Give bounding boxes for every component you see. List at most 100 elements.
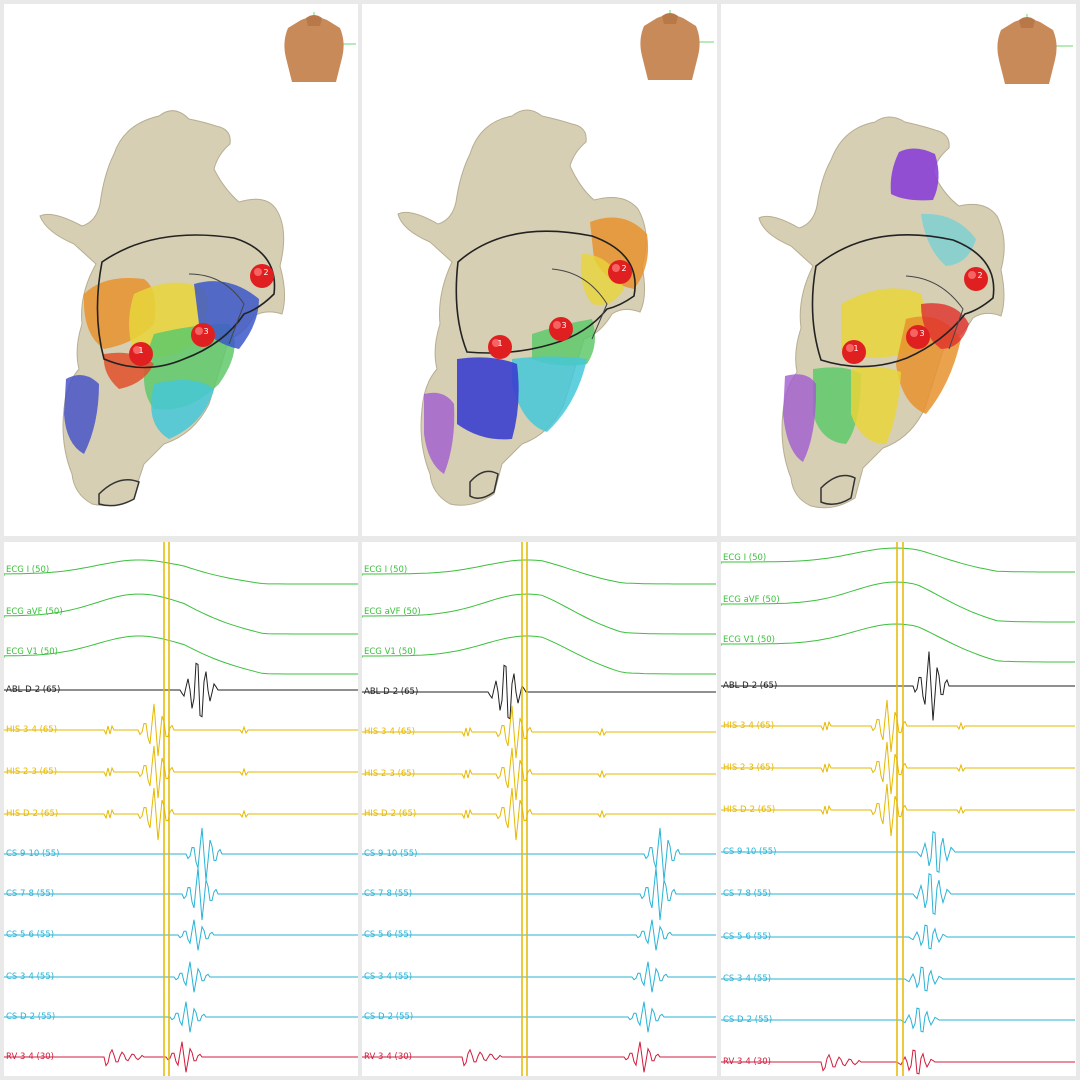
egm-trace-10 xyxy=(4,961,358,993)
egm-channel-label: CS 7-8 (55) xyxy=(364,889,412,899)
egm-trace-12 xyxy=(4,1041,358,1073)
egm-channel-label: RV 3-4 (30) xyxy=(6,1052,54,1062)
torso-orientation-icon[interactable] xyxy=(997,14,1073,84)
egm-trace-1 xyxy=(362,593,716,635)
egm-channel-label: ECG aVF (50) xyxy=(6,607,63,617)
svg-text:2: 2 xyxy=(977,271,982,280)
egm-channel-label: CS 9-10 (55) xyxy=(6,849,59,859)
activation-region-yellow xyxy=(580,254,624,305)
egm-trace-3 xyxy=(721,651,1075,721)
egm-channel-label: ECG I (50) xyxy=(364,565,407,575)
egm-channel-label: CS 9-10 (55) xyxy=(723,847,776,857)
activation-region-purple-top xyxy=(890,148,939,201)
egm-channel-label: HIS D-2 (65) xyxy=(6,809,58,819)
egm-trace-6 xyxy=(4,787,358,841)
egm-trace-7 xyxy=(4,827,358,881)
activation-region-blue xyxy=(457,357,519,440)
egm-channel-label: ECG I (50) xyxy=(6,565,49,575)
egm-trace-11 xyxy=(4,1001,358,1033)
egm-trace-7 xyxy=(721,831,1075,873)
egm-channel-label: CS 7-8 (55) xyxy=(6,889,54,899)
activation-region-purple xyxy=(783,374,817,462)
egm-channel-label: CS 3-4 (55) xyxy=(723,974,771,984)
egm-channel-label: CS 5-6 (55) xyxy=(6,930,54,940)
egm-channel-label: CS 5-6 (55) xyxy=(364,930,412,940)
egm-channel-label: RV 3-4 (30) xyxy=(723,1057,771,1067)
activation-region-purple xyxy=(424,392,455,474)
annulus-outline xyxy=(96,234,276,369)
egm-trace-3 xyxy=(362,664,716,720)
egm-trace-2 xyxy=(362,635,716,675)
egm-trace-2 xyxy=(4,635,358,675)
annulus-outline xyxy=(455,230,636,354)
ablation-point-1[interactable]: 1 xyxy=(129,342,153,366)
egm-channel-label: ECG aVF (50) xyxy=(723,595,780,605)
egm-trace-9 xyxy=(721,924,1075,950)
activation-region-green xyxy=(532,319,596,366)
egm-channel-label: HIS 3-4 (65) xyxy=(723,721,774,731)
egm-channel-label: HIS 2-3 (65) xyxy=(6,767,57,777)
activation-region-red xyxy=(921,303,969,349)
ablation-point-2[interactable]: 2 xyxy=(964,267,988,291)
egm-channel-label: HIS 2-3 (65) xyxy=(723,763,774,773)
egm-channel-label: ABL D-2 (65) xyxy=(723,681,777,691)
egm-channel-label: HIS 3-4 (65) xyxy=(364,727,415,737)
egm-trace-3 xyxy=(4,662,358,718)
egm-trace-4 xyxy=(4,703,358,757)
svg-text:1: 1 xyxy=(138,346,143,355)
egm-tracings-2: ECG I (50) ECG aVF (50) ECG V1 (50) ABL D-2… xyxy=(362,542,716,1076)
torso-orientation-icon[interactable] xyxy=(640,10,714,80)
egm-tracing-panel-1[interactable]: ECG I (50) ECG aVF (50) ECG V1 (50) ABL D-2… xyxy=(4,542,358,1076)
egm-channel-label: CS 3-4 (55) xyxy=(6,972,54,982)
egm-trace-9 xyxy=(362,919,716,951)
svg-text:3: 3 xyxy=(919,329,924,338)
egm-trace-1 xyxy=(721,581,1075,623)
activation-map-panel-3[interactable]: 1 2 3 xyxy=(721,4,1076,536)
ablation-point-1[interactable]: 1 xyxy=(488,335,512,359)
svg-text:3: 3 xyxy=(203,327,208,336)
ablation-point-3[interactable]: 3 xyxy=(549,317,573,341)
egm-channel-label: CS D-2 (55) xyxy=(364,1012,413,1022)
svg-text:3: 3 xyxy=(561,321,566,330)
activation-map-panel-1[interactable]: 1 2 3 xyxy=(4,4,358,536)
ablation-point-2[interactable]: 2 xyxy=(608,260,632,284)
egm-trace-6 xyxy=(721,783,1075,837)
egm-channel-label: HIS D-2 (65) xyxy=(364,809,416,819)
activation-region-yellow-2 xyxy=(851,367,901,444)
egm-trace-7 xyxy=(362,827,716,881)
egm-trace-4 xyxy=(362,705,716,759)
heart-map-3: 1 2 3 xyxy=(758,14,1073,509)
activation-region-cyan xyxy=(151,380,214,439)
egm-trace-12 xyxy=(721,1049,1075,1075)
egm-trace-0 xyxy=(362,559,716,585)
egm-tracing-panel-2[interactable]: ECG I (50) ECG aVF (50) ECG V1 (50) ABL D-2… xyxy=(362,542,717,1076)
egm-trace-5 xyxy=(4,745,358,799)
egm-tracing-panel-3[interactable]: ECG I (50) ECG aVF (50) ECG V1 (50) ABL D-2… xyxy=(721,542,1076,1076)
egm-channel-label: RV 3-4 (30) xyxy=(364,1052,412,1062)
torso-orientation-icon[interactable] xyxy=(284,12,356,82)
egm-channel-label: ABL D-2 (65) xyxy=(364,687,418,697)
ablation-point-2[interactable]: 2 xyxy=(250,264,274,288)
svg-text:2: 2 xyxy=(621,264,626,273)
egm-trace-6 xyxy=(362,787,716,841)
egm-trace-4 xyxy=(721,699,1075,753)
svg-text:1: 1 xyxy=(853,344,858,353)
activation-map-panel-2[interactable]: 1 2 3 xyxy=(362,4,717,536)
activation-region-green xyxy=(813,367,861,444)
egm-channel-label: CS 7-8 (55) xyxy=(723,889,771,899)
egm-channel-label: ECG V1 (50) xyxy=(723,635,775,645)
ablation-point-3[interactable]: 3 xyxy=(906,325,930,349)
egm-channel-label: HIS 2-3 (65) xyxy=(364,769,415,779)
egm-trace-5 xyxy=(362,747,716,801)
egm-channel-label: CS 3-4 (55) xyxy=(364,972,412,982)
egm-channel-label: CS 9-10 (55) xyxy=(364,849,417,859)
ablation-point-1[interactable]: 1 xyxy=(842,340,866,364)
egm-trace-2 xyxy=(721,623,1075,663)
ablation-point-3[interactable]: 3 xyxy=(191,323,215,347)
heart-map-1: 1 2 3 xyxy=(39,12,356,507)
egm-channel-label: ECG V1 (50) xyxy=(6,647,58,657)
egm-channel-label: CS D-2 (55) xyxy=(723,1015,772,1025)
egm-trace-8 xyxy=(362,867,716,921)
svg-text:1: 1 xyxy=(497,339,502,348)
svg-text:2: 2 xyxy=(263,268,268,277)
